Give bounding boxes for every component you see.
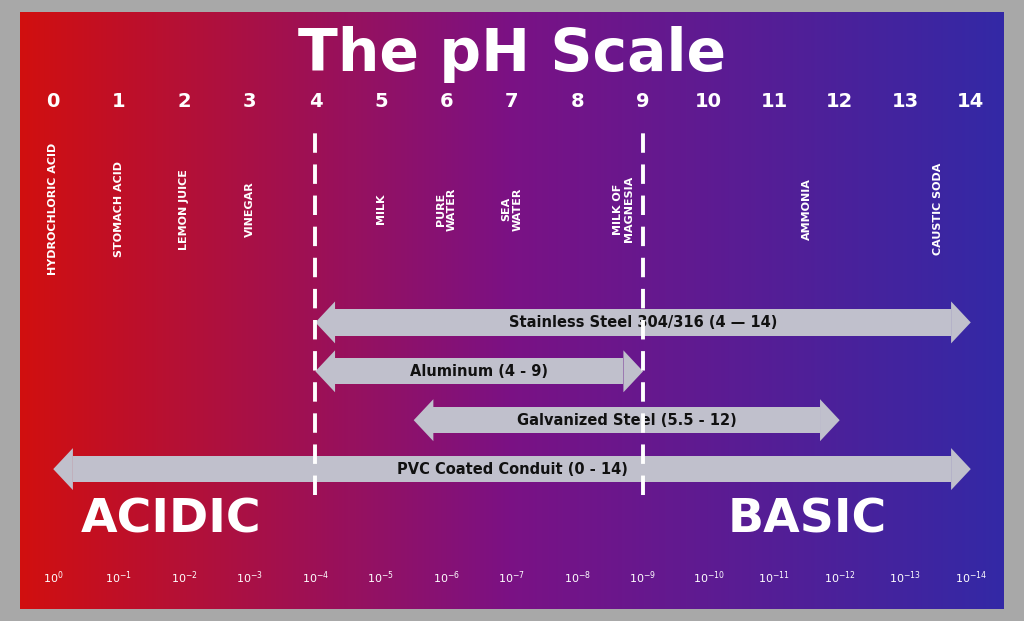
Text: $10^{0}$: $10^{0}$ bbox=[43, 569, 63, 586]
Text: The pH Scale: The pH Scale bbox=[298, 25, 726, 83]
Text: $10^{-8}$: $10^{-8}$ bbox=[564, 569, 591, 586]
Text: $10^{-11}$: $10^{-11}$ bbox=[758, 569, 791, 586]
Text: 9: 9 bbox=[636, 93, 650, 111]
Text: 4: 4 bbox=[308, 93, 323, 111]
Text: $10^{-6}$: $10^{-6}$ bbox=[433, 569, 460, 586]
Text: LEMON JUICE: LEMON JUICE bbox=[179, 169, 189, 250]
Text: 13: 13 bbox=[892, 93, 919, 111]
Text: AMMONIA: AMMONIA bbox=[802, 178, 812, 240]
Text: HYDROCHLORIC ACID: HYDROCHLORIC ACID bbox=[48, 143, 58, 275]
Text: 7: 7 bbox=[505, 93, 519, 111]
Text: $10^{-13}$: $10^{-13}$ bbox=[889, 569, 922, 586]
Text: 0: 0 bbox=[46, 93, 60, 111]
Polygon shape bbox=[624, 350, 643, 392]
Text: $10^{-10}$: $10^{-10}$ bbox=[692, 569, 725, 586]
Polygon shape bbox=[820, 399, 840, 441]
Text: BASIC: BASIC bbox=[727, 498, 887, 543]
Text: PVC Coated Conduit (0 - 14): PVC Coated Conduit (0 - 14) bbox=[396, 461, 628, 476]
Text: 6: 6 bbox=[439, 93, 454, 111]
Text: $10^{-14}$: $10^{-14}$ bbox=[954, 569, 987, 586]
Text: 10: 10 bbox=[695, 93, 722, 111]
Polygon shape bbox=[951, 301, 971, 343]
Text: MILK OF
MAGNESIA: MILK OF MAGNESIA bbox=[613, 176, 634, 242]
Text: 5: 5 bbox=[374, 93, 388, 111]
Bar bbox=[335, 309, 951, 335]
Text: VINEGAR: VINEGAR bbox=[245, 181, 255, 237]
Bar bbox=[73, 456, 951, 482]
Bar bbox=[335, 358, 624, 384]
Text: 11: 11 bbox=[761, 93, 787, 111]
Text: STOMACH ACID: STOMACH ACID bbox=[114, 161, 124, 257]
Text: SEA
WATER: SEA WATER bbox=[502, 188, 522, 231]
Text: $10^{-3}$: $10^{-3}$ bbox=[237, 569, 263, 586]
Text: $10^{-1}$: $10^{-1}$ bbox=[105, 569, 132, 586]
Text: $10^{-4}$: $10^{-4}$ bbox=[302, 569, 329, 586]
Bar bbox=[433, 407, 820, 433]
Polygon shape bbox=[315, 350, 335, 392]
Text: CAUSTIC SODA: CAUSTIC SODA bbox=[933, 163, 943, 255]
Text: $10^{-7}$: $10^{-7}$ bbox=[499, 569, 525, 586]
Text: Aluminum (4 - 9): Aluminum (4 - 9) bbox=[411, 364, 548, 379]
Text: 3: 3 bbox=[243, 93, 257, 111]
Text: 12: 12 bbox=[826, 93, 853, 111]
Text: $10^{-9}$: $10^{-9}$ bbox=[630, 569, 656, 586]
Text: $10^{-12}$: $10^{-12}$ bbox=[823, 569, 856, 586]
Text: 1: 1 bbox=[112, 93, 126, 111]
Polygon shape bbox=[414, 399, 433, 441]
Text: 8: 8 bbox=[570, 93, 585, 111]
Text: $10^{-5}$: $10^{-5}$ bbox=[368, 569, 394, 586]
Text: Galvanized Steel (5.5 - 12): Galvanized Steel (5.5 - 12) bbox=[517, 413, 736, 428]
Polygon shape bbox=[951, 448, 971, 490]
Polygon shape bbox=[315, 301, 335, 343]
Polygon shape bbox=[53, 448, 73, 490]
Text: 2: 2 bbox=[177, 93, 191, 111]
Text: 14: 14 bbox=[957, 93, 984, 111]
Text: PURE
WATER: PURE WATER bbox=[436, 188, 457, 231]
Text: ACIDIC: ACIDIC bbox=[81, 498, 261, 543]
Text: MILK: MILK bbox=[376, 194, 386, 224]
Text: $10^{-2}$: $10^{-2}$ bbox=[171, 569, 198, 586]
Text: Stainless Steel 304/316 (4 — 14): Stainless Steel 304/316 (4 — 14) bbox=[509, 315, 777, 330]
